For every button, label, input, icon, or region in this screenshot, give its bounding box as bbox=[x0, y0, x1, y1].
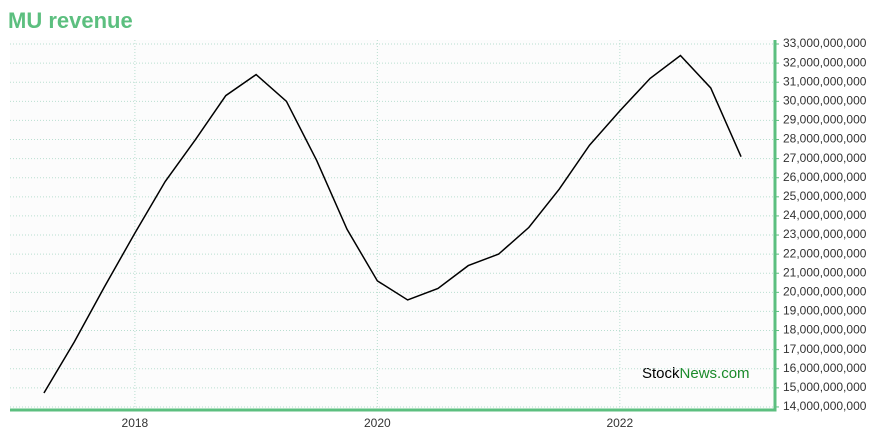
y-tick-label: 23,000,000,000 bbox=[783, 227, 867, 241]
x-tick-label: 2022 bbox=[606, 416, 633, 430]
y-tick-label: 27,000,000,000 bbox=[783, 151, 867, 165]
y-tick-label: 24,000,000,000 bbox=[783, 208, 867, 222]
watermark-suffix: News.com bbox=[680, 365, 750, 382]
chart-title: MU revenue bbox=[8, 8, 133, 33]
y-tick-label: 30,000,000,000 bbox=[783, 93, 867, 107]
y-tick-label: 21,000,000,000 bbox=[783, 265, 867, 279]
y-tick-label: 33,000,000,000 bbox=[783, 36, 867, 50]
y-tick-label: 19,000,000,000 bbox=[783, 304, 867, 318]
y-tick-label: 17,000,000,000 bbox=[783, 342, 867, 356]
y-tick-label: 14,000,000,000 bbox=[783, 399, 867, 413]
y-tick-label: 26,000,000,000 bbox=[783, 170, 867, 184]
y-tick-label: 15,000,000,000 bbox=[783, 380, 867, 394]
y-tick-label: 32,000,000,000 bbox=[783, 55, 867, 69]
y-tick-label: 20,000,000,000 bbox=[783, 285, 867, 299]
watermark: StockNews.com bbox=[642, 365, 750, 382]
y-tick-label: 25,000,000,000 bbox=[783, 189, 867, 203]
y-tick-label: 29,000,000,000 bbox=[783, 113, 867, 127]
plot-area bbox=[10, 40, 775, 410]
y-tick-label: 16,000,000,000 bbox=[783, 361, 867, 375]
watermark-prefix: Stock bbox=[642, 365, 680, 382]
x-tick-label: 2020 bbox=[364, 416, 391, 430]
line-series bbox=[43, 54, 742, 394]
x-tick-label: 2018 bbox=[122, 416, 149, 430]
y-tick-label: 28,000,000,000 bbox=[783, 132, 867, 146]
y-tick-label: 18,000,000,000 bbox=[783, 323, 867, 337]
y-tick-label: 22,000,000,000 bbox=[783, 246, 867, 260]
y-tick-label: 31,000,000,000 bbox=[783, 74, 867, 88]
